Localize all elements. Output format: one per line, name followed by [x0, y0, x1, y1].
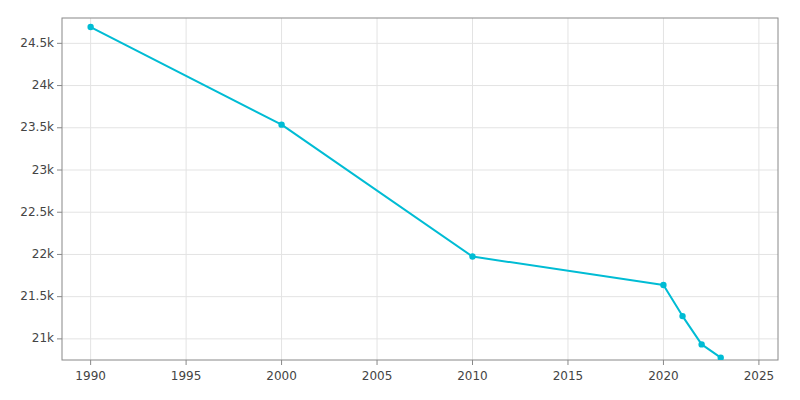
x-tick	[377, 360, 378, 365]
x-grid-line	[90, 18, 91, 360]
x-grid-line	[377, 18, 378, 360]
y-tick-label: 22k	[32, 247, 54, 261]
x-tick-label: 1995	[171, 369, 202, 383]
x-grid-line	[758, 18, 759, 360]
point	[660, 282, 666, 288]
x-tick-label: 2005	[362, 369, 393, 383]
x-tick-label: 2025	[744, 369, 775, 383]
y-tick	[57, 212, 62, 213]
y-tick-label: 23k	[32, 163, 54, 177]
x-grid-line	[186, 18, 187, 360]
plot-area	[62, 18, 778, 360]
y-tick	[57, 85, 62, 86]
point	[718, 354, 724, 360]
x-tick-label: 2020	[648, 369, 679, 383]
x-tick	[758, 360, 759, 365]
y-tick-label: 24k	[32, 78, 54, 92]
point	[87, 24, 93, 30]
series	[87, 24, 723, 360]
x-grid-line	[472, 18, 473, 360]
x-tick	[472, 360, 473, 365]
x-grid-line	[567, 18, 568, 360]
y-grid-line	[62, 85, 778, 86]
x-grid-line	[281, 18, 282, 360]
x-tick-label: 2010	[457, 369, 488, 383]
point	[469, 253, 475, 259]
y-tick-label: 24.5k	[20, 36, 54, 50]
chart-container: 21k 21.5k 22k 22.5k 23k 23.5k 24k 24.5k 1990 1995…	[0, 0, 800, 400]
y-grid-line	[62, 127, 778, 128]
y-tick-label: 21k	[32, 331, 54, 345]
y-grid-line	[62, 254, 778, 255]
y-grid-line	[62, 170, 778, 171]
y-grid-line	[62, 212, 778, 213]
line	[91, 27, 721, 358]
y-tick-label: 23.5k	[20, 120, 54, 134]
point	[698, 341, 704, 347]
axes: 21k 21.5k 22k 22.5k 23k 23.5k 24k 24.5k 1990 1995…	[20, 36, 774, 383]
x-grid-line	[663, 18, 664, 360]
point	[679, 313, 685, 319]
chart: 21k 21.5k 22k 22.5k 23k 23.5k 24k 24.5k 1990 1995…	[0, 0, 800, 400]
y-tick	[57, 43, 62, 44]
y-tick-label: 21.5k	[20, 289, 54, 303]
point	[278, 121, 284, 127]
y-tick	[57, 254, 62, 255]
y-tick	[57, 338, 62, 339]
x-tick-label: 2000	[266, 369, 297, 383]
x-tick-label: 1990	[75, 369, 106, 383]
x-tick	[281, 360, 282, 365]
y-grid-line	[62, 338, 778, 339]
y-tick	[57, 170, 62, 171]
y-grid-line	[62, 43, 778, 44]
y-tick-label: 22.5k	[20, 205, 54, 219]
x-tick	[567, 360, 568, 365]
x-tick	[663, 360, 664, 365]
y-tick	[57, 296, 62, 297]
plot-frame	[62, 18, 778, 360]
x-tick-label: 2015	[553, 369, 584, 383]
x-tick	[90, 360, 91, 365]
y-tick	[57, 127, 62, 128]
grid	[62, 18, 778, 360]
x-tick	[186, 360, 187, 365]
